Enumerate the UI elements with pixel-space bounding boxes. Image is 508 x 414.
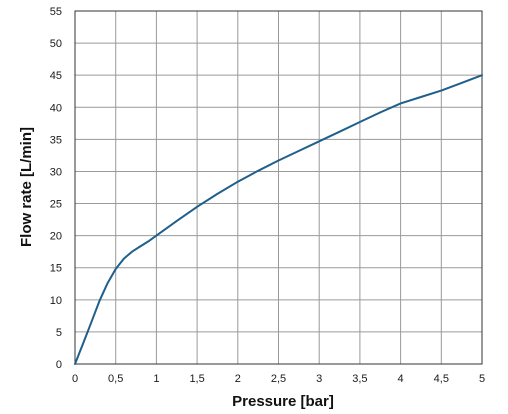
x-tick-label: 0 <box>72 373 78 385</box>
y-tick-label: 15 <box>50 263 62 275</box>
y-axis-title: Flow rate [L/min] <box>18 127 35 247</box>
x-tick-label: 1,5 <box>189 373 204 385</box>
x-axis-title: Pressure [bar] <box>232 393 334 410</box>
y-tick-labels: 0 5 10 15 20 25 30 35 40 45 50 55 <box>50 6 62 371</box>
series-layer <box>74 74 483 365</box>
x-tick-label: 4,5 <box>434 373 449 385</box>
y-tick-label: 55 <box>50 6 62 18</box>
x-tick-label: 3,5 <box>352 373 367 385</box>
x-tick-label: 3 <box>316 373 322 385</box>
y-tick-label: 40 <box>50 102 62 114</box>
y-tick-label: 45 <box>50 70 62 82</box>
y-tick-label: 5 <box>56 327 62 339</box>
x-tick-label: 5 <box>479 373 485 385</box>
y-tick-label: 35 <box>50 134 62 146</box>
x-tick-labels: 0 0,5 1 1,5 2 2,5 3 3,5 4 4,5 5 <box>72 373 485 385</box>
y-tick-label: 20 <box>50 231 62 243</box>
x-tick-label: 2,5 <box>271 373 286 385</box>
x-tick-label: 2 <box>235 373 241 385</box>
y-tick-label: 10 <box>50 295 62 307</box>
x-tick-label: 1 <box>153 373 159 385</box>
plot-frame <box>74 10 483 365</box>
x-tick-label: 4 <box>398 373 404 385</box>
series-line <box>74 74 483 365</box>
y-tick-label: 50 <box>50 38 62 50</box>
y-tick-label: 0 <box>56 359 62 371</box>
y-tick-label: 30 <box>50 166 62 178</box>
y-tick-label: 25 <box>50 199 62 211</box>
x-tick-label: 0,5 <box>108 373 123 385</box>
grid-lines <box>74 10 483 365</box>
